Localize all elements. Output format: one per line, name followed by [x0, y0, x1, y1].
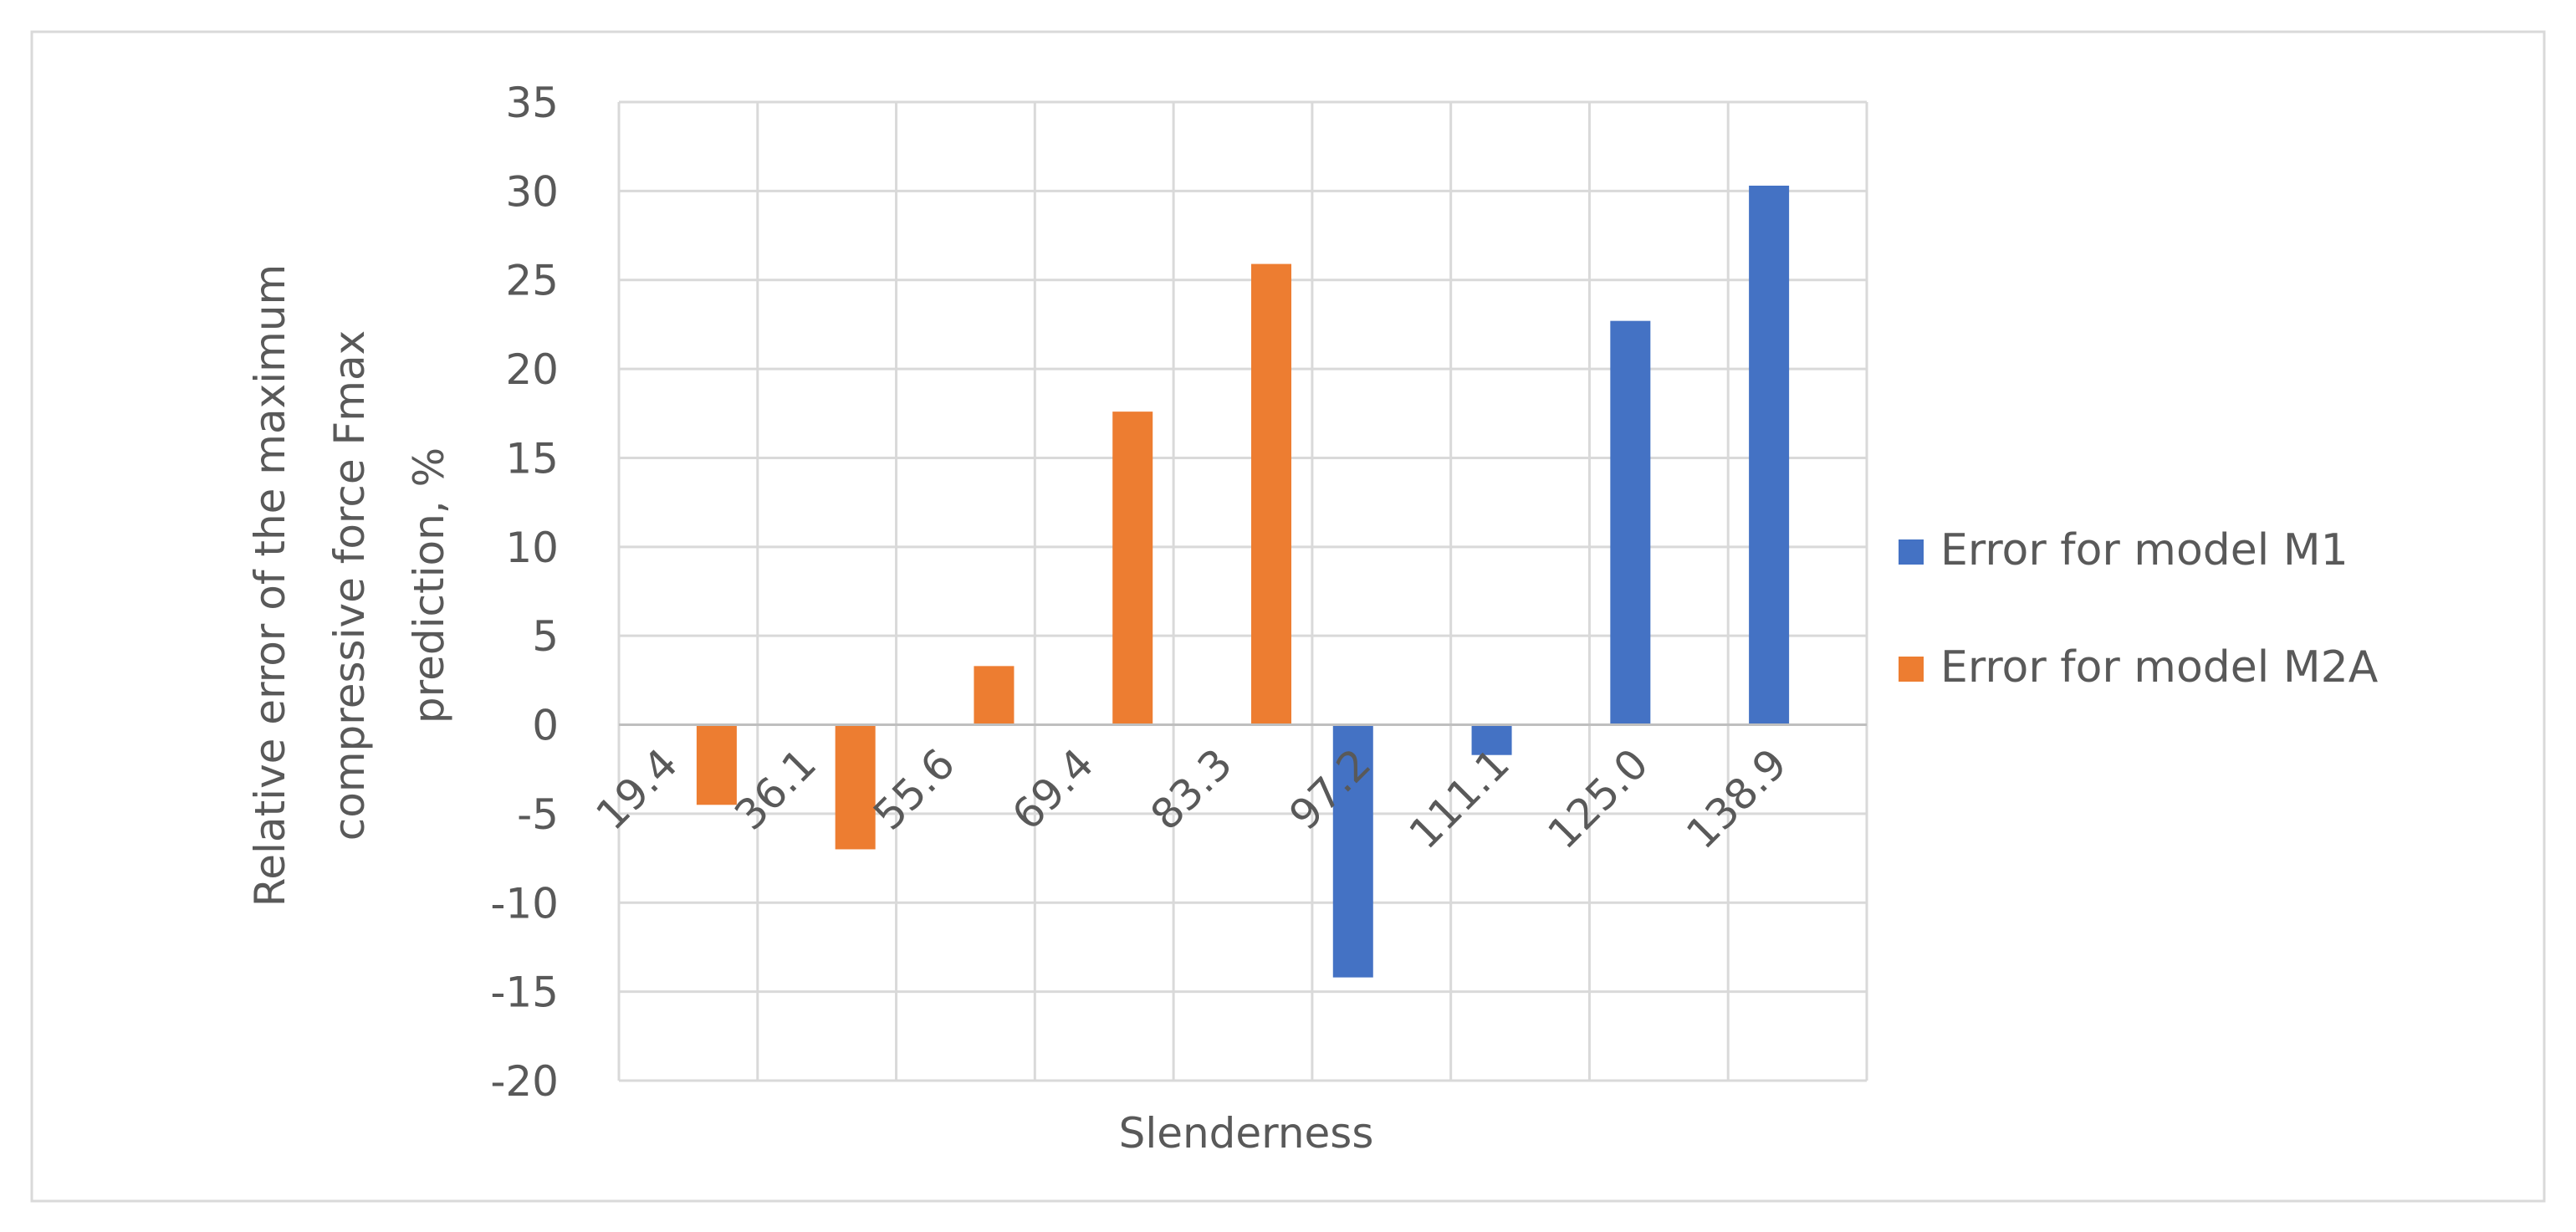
bar	[974, 666, 1015, 725]
y-tick-label: 10	[505, 524, 559, 572]
bar	[1471, 724, 1512, 755]
bar	[1610, 320, 1651, 725]
legend: Error for model M1 Error for model M2A	[1899, 525, 2379, 693]
y-tick-label: 35	[505, 79, 559, 127]
y-tick-label: 30	[505, 167, 559, 216]
legend-swatch	[1899, 539, 1924, 565]
legend-label: Error for model M1	[1940, 525, 2349, 575]
bar	[835, 724, 876, 850]
y-tick-label: 5	[532, 612, 559, 661]
bar	[1749, 185, 1790, 725]
y-axis-label-line: prediction, %	[405, 447, 453, 723]
gridlines	[617, 100, 1868, 1082]
bar	[1332, 724, 1373, 978]
y-tick-label: -20	[490, 1057, 559, 1106]
y-tick-label: -15	[490, 969, 559, 1017]
y-tick-label: -5	[517, 790, 559, 839]
bar	[1112, 412, 1153, 725]
x-axis-label: Slenderness	[1119, 1109, 1374, 1158]
legend-label: Error for model M2A	[1940, 642, 2379, 693]
y-tick-label: -10	[490, 879, 559, 928]
y-tick-label: 0	[532, 702, 559, 750]
legend-swatch	[1899, 657, 1924, 682]
bars	[696, 185, 1790, 978]
y-axis-label: Relative error of the maximum compressive…	[246, 264, 453, 907]
y-tick-label: 25	[505, 257, 559, 305]
y-axis-label-line: Relative error of the maximum	[246, 264, 294, 907]
y-tick-label: 15	[505, 434, 559, 483]
bar	[1251, 263, 1291, 725]
bar	[696, 724, 737, 805]
y-tick-labels: 35 30 25 20 15 10 5 0 -5 -10 -15 -20	[490, 79, 559, 1106]
y-tick-label: 20	[505, 345, 559, 394]
y-axis-label-line: compressive force Fmax	[325, 330, 374, 841]
